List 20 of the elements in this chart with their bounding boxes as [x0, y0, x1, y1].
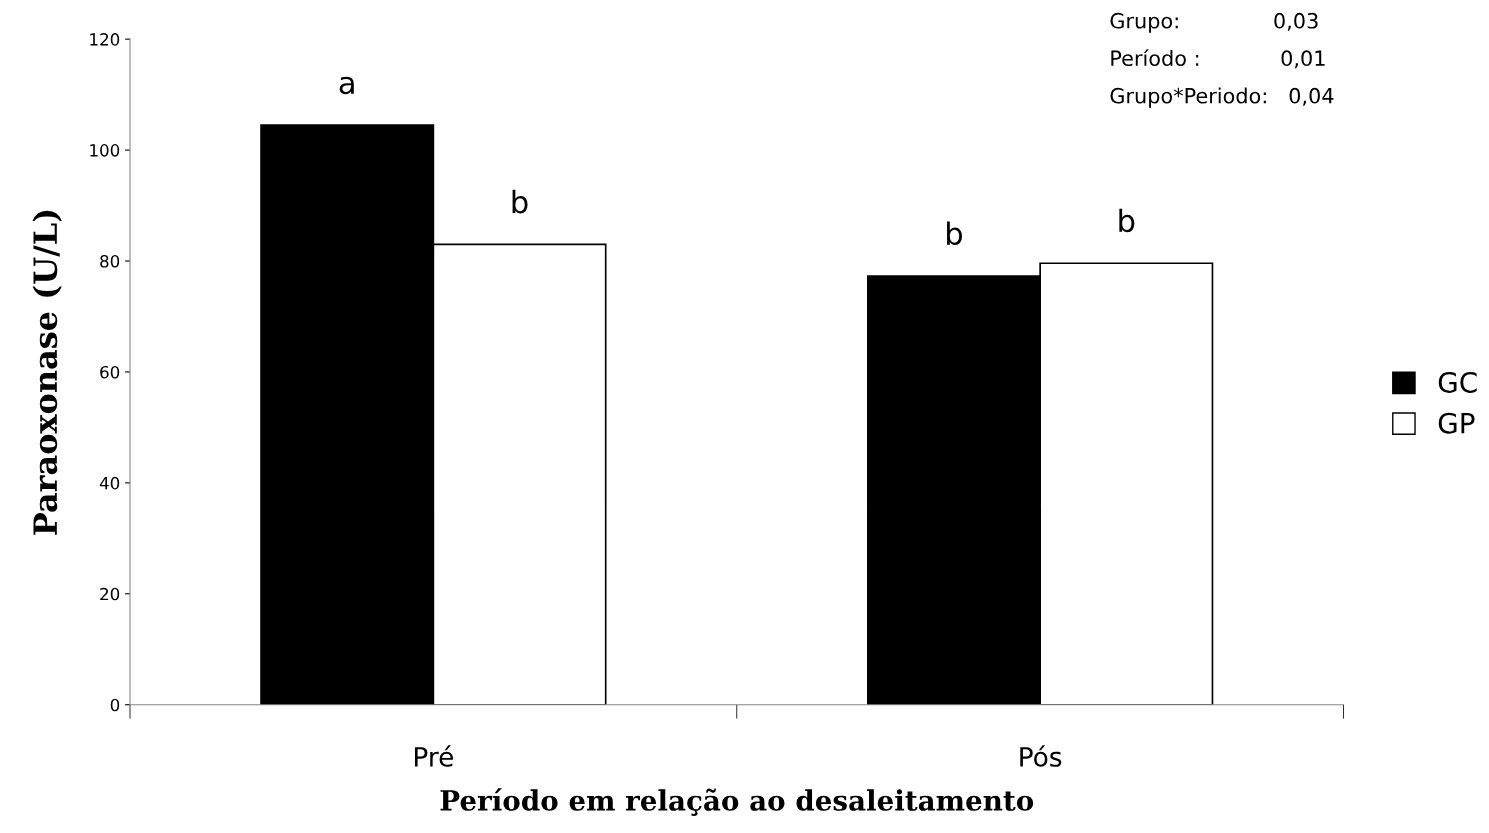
data-label: b: [1119, 208, 1135, 233]
y-tick-label: 40: [99, 476, 120, 490]
y-axis-title: Paraoxonase (U/L): [32, 210, 62, 535]
y-tick-label: 120: [90, 33, 120, 46]
legend-label: GC: [1438, 371, 1477, 393]
y-tick-label: 100: [90, 144, 120, 157]
annotation: Período : 0,01: [1111, 49, 1325, 69]
y-tick-label: 60: [100, 365, 120, 379]
y-tick-label: 80: [100, 254, 120, 268]
y-tick-label: 0: [110, 698, 120, 712]
x-tick-label: Pós: [1020, 745, 1062, 767]
annotation: Grupo*Periodo: 0,04: [1110, 87, 1334, 108]
data-label: b: [512, 189, 528, 214]
y-tick-label: 20: [100, 587, 120, 601]
legend-label: GP: [1438, 412, 1475, 434]
x-axis-title: Período em relação ao desaleitamento: [440, 788, 1034, 816]
data-label: a: [339, 76, 354, 95]
data-label: b: [947, 221, 963, 246]
text: Grupo: 0,03: [1110, 12, 1318, 33]
x-tick-label: Pré: [414, 745, 453, 767]
